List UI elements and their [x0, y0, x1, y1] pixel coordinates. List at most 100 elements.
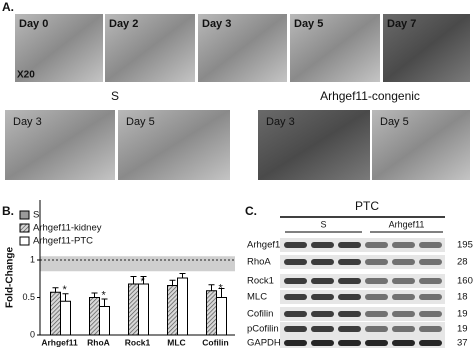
- bar: [89, 297, 100, 336]
- blot-band: [311, 242, 334, 248]
- y-tick-label: 0.5: [22, 292, 35, 302]
- micrograph: [15, 14, 103, 82]
- blot-band: [338, 326, 361, 332]
- image-label: Day 3: [13, 116, 42, 128]
- row-label: Cofilin: [247, 309, 273, 320]
- image-label: Day 7: [387, 18, 416, 30]
- blot-strip: [280, 274, 445, 288]
- significance: *: [63, 284, 68, 296]
- bar: [216, 297, 227, 336]
- blot-band: [284, 278, 307, 284]
- blot-band: [365, 340, 388, 346]
- y-tick-label: 0: [30, 329, 35, 339]
- image-label: Day 3: [266, 116, 295, 128]
- blot-band: [311, 259, 334, 265]
- image-label: Day 5: [126, 116, 155, 128]
- legend-swatch: [19, 236, 30, 246]
- bar: [167, 285, 178, 336]
- micrograph: [383, 14, 470, 82]
- bar: [128, 283, 139, 336]
- significance: *: [102, 289, 107, 301]
- micrograph: [372, 110, 470, 180]
- image-label: Day 5: [294, 18, 323, 30]
- blot-band: [419, 278, 442, 284]
- panel-label: C.: [245, 204, 257, 218]
- x-tick-label: MLC: [167, 337, 185, 347]
- row-label: pCofilin: [247, 324, 279, 335]
- x-tick-label: RhoA: [87, 337, 110, 347]
- blot-band: [419, 326, 442, 332]
- group-label: S: [111, 89, 119, 103]
- blot-band: [284, 242, 307, 248]
- blot-band: [284, 294, 307, 300]
- legend-label: Arhgef11-PTC: [33, 236, 93, 247]
- blot-strip: [280, 255, 445, 269]
- blot-strip: [280, 238, 445, 252]
- group-label: Arhgef11-congenic: [320, 89, 420, 103]
- blot-band: [365, 278, 388, 284]
- kda-label: 19: [457, 324, 468, 335]
- kda-label: 160: [457, 276, 473, 287]
- kda-label: 28: [457, 257, 468, 268]
- blot-band: [338, 242, 361, 248]
- bar: [99, 306, 110, 336]
- panel-label: A.: [2, 0, 14, 14]
- legend-label: S: [33, 210, 39, 221]
- image-label: Day 3: [202, 18, 231, 30]
- row-label: Rock1: [247, 276, 274, 287]
- panel-label: B.: [2, 204, 14, 218]
- blot-band: [419, 340, 442, 346]
- blot-band: [338, 294, 361, 300]
- bar: [206, 290, 217, 336]
- blot-band: [338, 259, 361, 265]
- blot-band: [392, 311, 415, 317]
- x-tick-label: Arhgef11: [41, 337, 78, 347]
- blot-band: [392, 294, 415, 300]
- micrograph: [258, 110, 370, 180]
- blot-band: [365, 326, 388, 332]
- blot-band: [311, 278, 334, 284]
- blot-title: PTC: [355, 199, 379, 213]
- blot-band: [284, 326, 307, 332]
- blot-band: [392, 242, 415, 248]
- legend-swatch: [19, 210, 30, 220]
- group-label: S: [320, 219, 326, 229]
- row-label: MLC: [247, 292, 267, 303]
- micrograph: [105, 14, 195, 82]
- bar: [138, 283, 149, 336]
- kda-label: 37: [457, 338, 468, 348]
- x-tick-label: Rock1: [125, 337, 151, 347]
- image-label: Day 0: [19, 18, 48, 30]
- blot-band: [311, 340, 334, 346]
- blot-band: [419, 311, 442, 317]
- row-label: Arhgef11: [247, 240, 285, 251]
- y-tick-label: 1: [30, 254, 35, 264]
- blot-band: [419, 259, 442, 265]
- reference-band: [40, 256, 235, 272]
- blot-band: [392, 340, 415, 346]
- blot-band: [419, 242, 442, 248]
- image-label: Day 2: [109, 18, 138, 30]
- blot-band: [338, 340, 361, 346]
- blot-strip: [280, 322, 445, 336]
- blot-band: [365, 311, 388, 317]
- micrograph: [290, 14, 380, 82]
- blot-band: [338, 278, 361, 284]
- bar: [177, 277, 188, 336]
- micrograph: [5, 110, 115, 180]
- blot-band: [284, 259, 307, 265]
- blot-band: [311, 326, 334, 332]
- row-label: GAPDH: [247, 338, 281, 348]
- blot-band: [365, 259, 388, 265]
- x-tick-label: Cofilin: [202, 337, 228, 347]
- blot-strip: [280, 307, 445, 321]
- group-label: Arhgef11: [389, 219, 425, 229]
- bar: [60, 300, 71, 336]
- image-label: Day 5: [380, 116, 409, 128]
- legend-label: Arhgef11-kidney: [33, 223, 102, 234]
- legend-swatch: [19, 223, 30, 233]
- row-label: RhoA: [247, 257, 271, 268]
- blot-band: [311, 311, 334, 317]
- blot-band: [365, 242, 388, 248]
